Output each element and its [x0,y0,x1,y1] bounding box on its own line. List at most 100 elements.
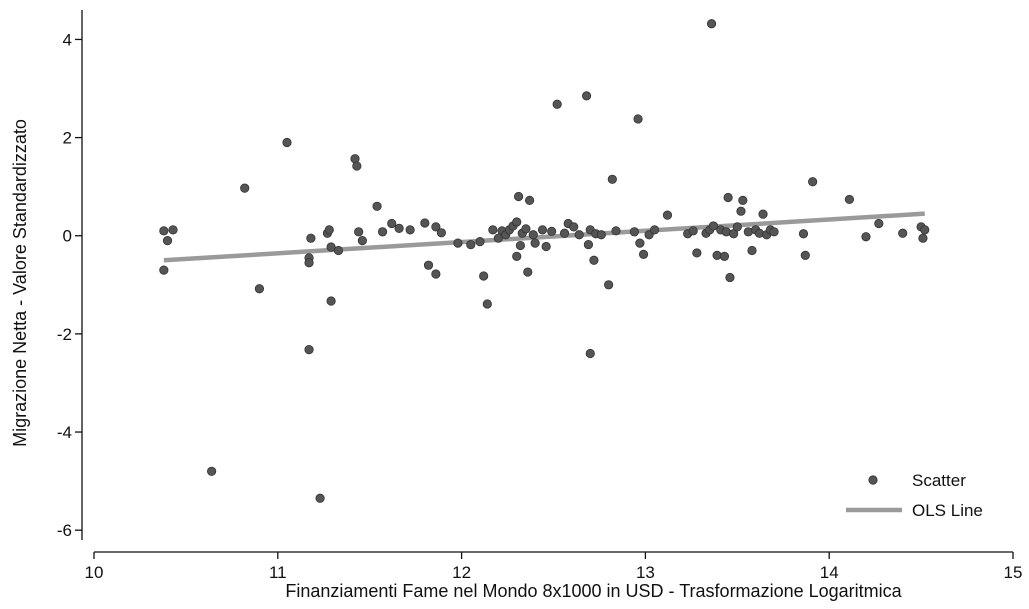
scatter-point [513,191,524,202]
scatter-point [547,226,557,236]
scatter-point [769,227,779,237]
x-tick-label: 15 [1004,563,1023,582]
ols-line [163,211,925,263]
axes: -6 -4 -2 0 2 4 10 11 12 13 14 15 [57,10,1023,582]
scatter-point [706,19,717,29]
scatter-point [304,258,314,268]
y-tick-label: -6 [57,521,72,540]
scatter-point [589,255,599,265]
scatter-point [732,222,742,232]
scatter-point [633,114,643,124]
scatter-point [725,272,735,283]
scatter-point [162,236,173,246]
scatter-point [635,238,645,248]
scatter-point [466,239,476,250]
scatter-point [649,225,660,235]
scatter-point [596,230,606,240]
scatter-point [482,299,492,309]
scatter-point [723,192,733,203]
scatter-point [758,209,768,219]
scatter-point [515,240,526,251]
scatter-point [581,91,592,101]
scatter-point [240,183,250,193]
scatter-point [607,174,617,184]
scatter-point [662,210,673,220]
scatter-point [377,227,388,237]
scatter-point [475,237,485,247]
scatter-point [530,238,540,248]
scatter-point [898,228,908,238]
scatter-point [528,230,538,240]
x-tick-label: 10 [85,563,104,582]
legend-scatter-label: Scatter [912,471,966,490]
scatter-point [479,271,489,281]
scatter-point [431,222,441,232]
scatter-point [326,242,336,252]
y-tick-label: 2 [63,129,72,148]
scatter-point [583,239,594,250]
scatter-point [708,221,719,231]
scatter-point [738,195,748,206]
scatter-point [159,226,169,236]
y-axis-title: Migrazione Netta - Valore Standardizzato [10,119,30,447]
scatter-point [541,241,551,252]
scatter-point [604,280,614,290]
scatter-point [525,195,535,206]
legend-ols-label: OLS Line [912,501,983,520]
scatter-point [629,227,639,237]
y-tick-label: -2 [57,325,72,344]
scatter-point [918,233,928,243]
scatter-point [423,260,434,270]
scatter-point [394,223,404,233]
scatter-point [159,265,169,275]
scatter-point [521,224,531,234]
scatter-point [808,177,818,187]
scatter-point [387,218,397,229]
scatter-point [874,218,884,229]
scatter-point [352,161,362,171]
scatter-point [920,225,930,235]
scatter-point [254,284,265,294]
x-tick-label: 11 [269,563,287,582]
scatter-point [168,225,178,235]
y-tick-label: 4 [63,30,72,49]
x-tick-label: 13 [636,563,655,582]
y-tick-label: 0 [63,227,72,246]
scatter-point [512,217,522,227]
scatter-point [861,232,871,242]
x-axis-title: Finanziamenti Fame nel Mondo 8x1000 in U… [285,581,902,601]
scatter-point [569,222,579,232]
legend-scatter-marker [868,475,878,485]
scatter-point [552,99,562,109]
scatter-point [431,269,441,279]
scatter-point [315,493,325,503]
scatter-point [326,296,336,306]
scatter-point [736,206,746,216]
scatter-point [574,230,584,240]
scatter-point [798,229,809,239]
scatter-point [372,201,382,211]
scatter-point [420,218,430,228]
scatter-point [638,249,649,259]
legend: Scatter OLS Line [846,471,983,520]
scatter-point [754,228,764,238]
scatter-point [436,228,446,238]
scatter-point [844,194,855,205]
scatter-point [523,267,533,277]
scatter-point [559,228,570,238]
scatter-point [688,226,698,236]
scatter-point [405,225,415,235]
scatter-point [585,348,595,359]
scatter-point [357,236,367,246]
scatter-point [306,233,316,243]
ols-line-layer [163,211,925,263]
scatter-point [282,137,292,148]
scatter-point [719,251,730,261]
scatter-point [453,238,463,248]
scatter-point [692,248,702,258]
scatter-point [512,251,522,261]
x-tick-label: 12 [452,563,471,582]
scatter-point [207,466,217,476]
